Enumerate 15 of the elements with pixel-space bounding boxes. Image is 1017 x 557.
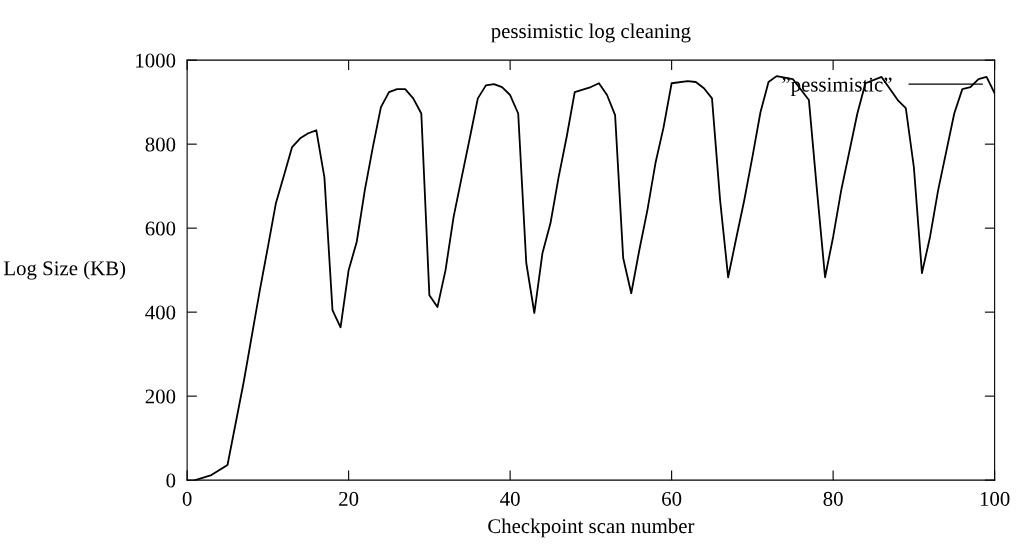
x-tick-label: 0 [182,491,192,506]
y-tick-label: 0 [166,473,176,488]
x-axis-title: Checkpoint scan number [488,518,695,538]
y-tick-label: 400 [145,305,176,320]
y-axis-title: Log Size (KB) [3,260,126,280]
y-tick-label: 600 [145,221,176,236]
x-tick-label: 20 [339,491,359,506]
y-tick-label: 1000 [136,53,176,68]
chart-title: pessimistic log cleaning [491,23,691,43]
y-tick-label: 800 [145,137,176,152]
x-tick-label: 40 [500,491,520,506]
x-tick-label: 60 [662,491,682,506]
x-tick-label: 100 [980,491,1010,506]
y-tick-label: 200 [145,389,176,404]
x-tick-label: 80 [823,491,843,506]
